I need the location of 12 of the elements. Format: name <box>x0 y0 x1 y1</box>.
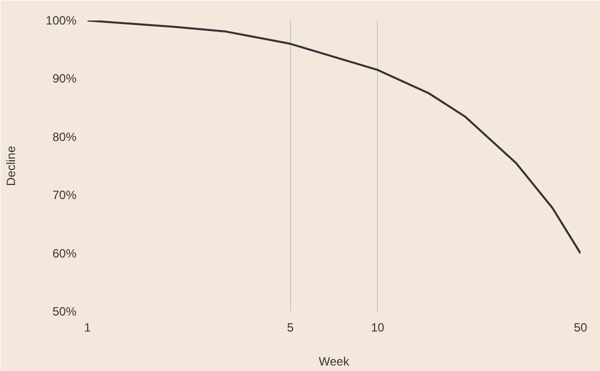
y-tick-label: 80% <box>52 130 77 144</box>
x-tick-label: 1 <box>84 320 92 334</box>
y-tick-label: 100% <box>46 14 77 28</box>
y-tick-label: 50% <box>52 304 77 318</box>
x-tick-label: 50 <box>574 320 588 334</box>
y-tick-label: 60% <box>52 246 77 260</box>
y-tick-label: 70% <box>52 188 77 202</box>
x-axis-title: Week <box>318 354 350 368</box>
y-tick-label: 90% <box>52 72 77 86</box>
x-tick-label: 5 <box>286 320 294 334</box>
x-tick-label: 10 <box>371 320 385 334</box>
y-axis-title: Decline <box>4 146 18 186</box>
